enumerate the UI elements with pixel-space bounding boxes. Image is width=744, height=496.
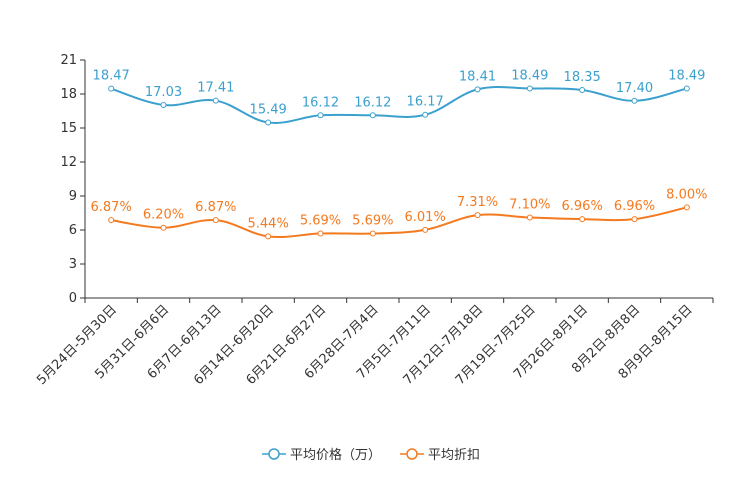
legend-label: 平均价格（万） [290, 447, 381, 463]
data-label: 6.87% [195, 200, 236, 215]
data-label: 6.20% [143, 208, 184, 223]
data-point[interactable] [474, 86, 481, 93]
data-label: 8.00% [666, 187, 707, 202]
data-label: 6.01% [405, 210, 446, 225]
data-label: 17.03 [145, 85, 182, 100]
y-tick-label: 12 [60, 155, 77, 170]
data-labels: 18.47 17.03 17.41 15.49 16.12 16.12 16.17 18.41… [91, 68, 708, 231]
data-label: 5.69% [300, 214, 341, 229]
y-tick-label: 0 [69, 291, 77, 306]
data-label: 18.49 [511, 68, 548, 83]
data-label: 6.87% [91, 200, 132, 215]
data-point[interactable] [160, 224, 167, 231]
data-point[interactable] [526, 214, 533, 221]
data-label: 18.47 [93, 69, 130, 84]
data-point[interactable] [265, 233, 272, 240]
data-label: 16.17 [407, 95, 444, 110]
legend-marker-icon [268, 448, 280, 460]
legend-item-1[interactable]: 平均折扣 [400, 448, 480, 463]
data-point[interactable] [474, 212, 481, 219]
legend-label: 平均折扣 [428, 448, 480, 463]
y-tick-label: 3 [69, 257, 77, 272]
data-point[interactable] [212, 97, 219, 104]
data-point[interactable] [108, 217, 115, 224]
y-tick-label: 6 [69, 223, 77, 238]
data-point[interactable] [631, 216, 638, 223]
data-label: 5.44% [248, 216, 289, 231]
data-point[interactable] [579, 87, 586, 94]
data-point[interactable] [526, 85, 533, 92]
data-point[interactable] [579, 216, 586, 223]
data-label: 6.96% [614, 199, 655, 214]
data-label: 16.12 [354, 95, 391, 110]
data-label: 18.35 [564, 70, 601, 85]
data-label: 18.49 [668, 68, 705, 83]
legend-marker-icon [406, 448, 418, 460]
series-line-0 [110, 85, 688, 124]
data-point[interactable] [317, 230, 324, 237]
y-tick-label: 15 [60, 121, 77, 136]
series-line-1 [111, 206, 688, 238]
data-point[interactable] [160, 101, 167, 108]
data-point[interactable] [683, 204, 690, 211]
data-point[interactable] [108, 85, 115, 92]
data-label: 17.40 [616, 81, 653, 96]
data-label: 15.49 [250, 102, 287, 117]
y-tick-label: 18 [60, 87, 77, 102]
data-point[interactable] [369, 112, 376, 119]
data-point[interactable] [422, 111, 429, 118]
data-label: 7.10% [509, 198, 550, 213]
data-point[interactable] [631, 97, 638, 104]
series-group [108, 85, 690, 240]
data-label: 7.31% [457, 195, 498, 210]
data-point[interactable] [265, 119, 272, 126]
data-label: 18.41 [459, 69, 496, 84]
data-point[interactable] [212, 217, 219, 224]
data-point[interactable] [369, 230, 376, 237]
data-point[interactable] [683, 85, 690, 92]
data-label: 16.12 [302, 95, 339, 110]
y-tick-label: 9 [69, 189, 77, 204]
legend[interactable]: 平均价格（万） 平均折扣 [262, 447, 480, 463]
data-label: 5.69% [352, 214, 393, 229]
data-label: 17.41 [197, 81, 234, 96]
legend-item-0[interactable]: 平均价格（万） [262, 447, 381, 463]
data-point[interactable] [422, 226, 429, 233]
data-label: 6.96% [562, 199, 603, 214]
data-point[interactable] [317, 112, 324, 119]
y-tick-label: 21 [60, 53, 77, 68]
